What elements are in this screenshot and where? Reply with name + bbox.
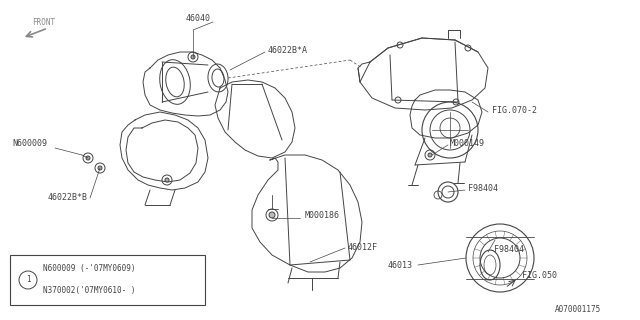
Text: FIG.050: FIG.050 (522, 270, 557, 279)
Circle shape (428, 153, 432, 157)
Text: FRONT: FRONT (32, 18, 55, 27)
Text: A070001175: A070001175 (555, 306, 601, 315)
Bar (10, 255, 205, 305)
Circle shape (269, 212, 275, 218)
Circle shape (191, 55, 195, 59)
Text: N600009 (-'07MY0609): N600009 (-'07MY0609) (43, 265, 136, 274)
Text: F98404: F98404 (468, 183, 498, 193)
Circle shape (86, 156, 90, 160)
Text: 46012F: 46012F (348, 244, 378, 252)
Text: F98404: F98404 (494, 245, 524, 254)
Text: M000149: M000149 (450, 139, 485, 148)
Text: M000186: M000186 (305, 211, 340, 220)
Text: N370002('07MY0610- ): N370002('07MY0610- ) (43, 286, 136, 295)
Text: N600009: N600009 (12, 139, 47, 148)
Text: 46022B*A: 46022B*A (268, 45, 308, 54)
Text: FIG.070-2: FIG.070-2 (492, 106, 537, 115)
Text: 46013: 46013 (388, 260, 413, 269)
Circle shape (19, 271, 37, 289)
Text: 46022B*B: 46022B*B (48, 194, 88, 203)
Circle shape (165, 178, 169, 182)
Text: 46040: 46040 (186, 13, 211, 22)
Text: 1: 1 (26, 276, 30, 284)
Circle shape (98, 166, 102, 170)
